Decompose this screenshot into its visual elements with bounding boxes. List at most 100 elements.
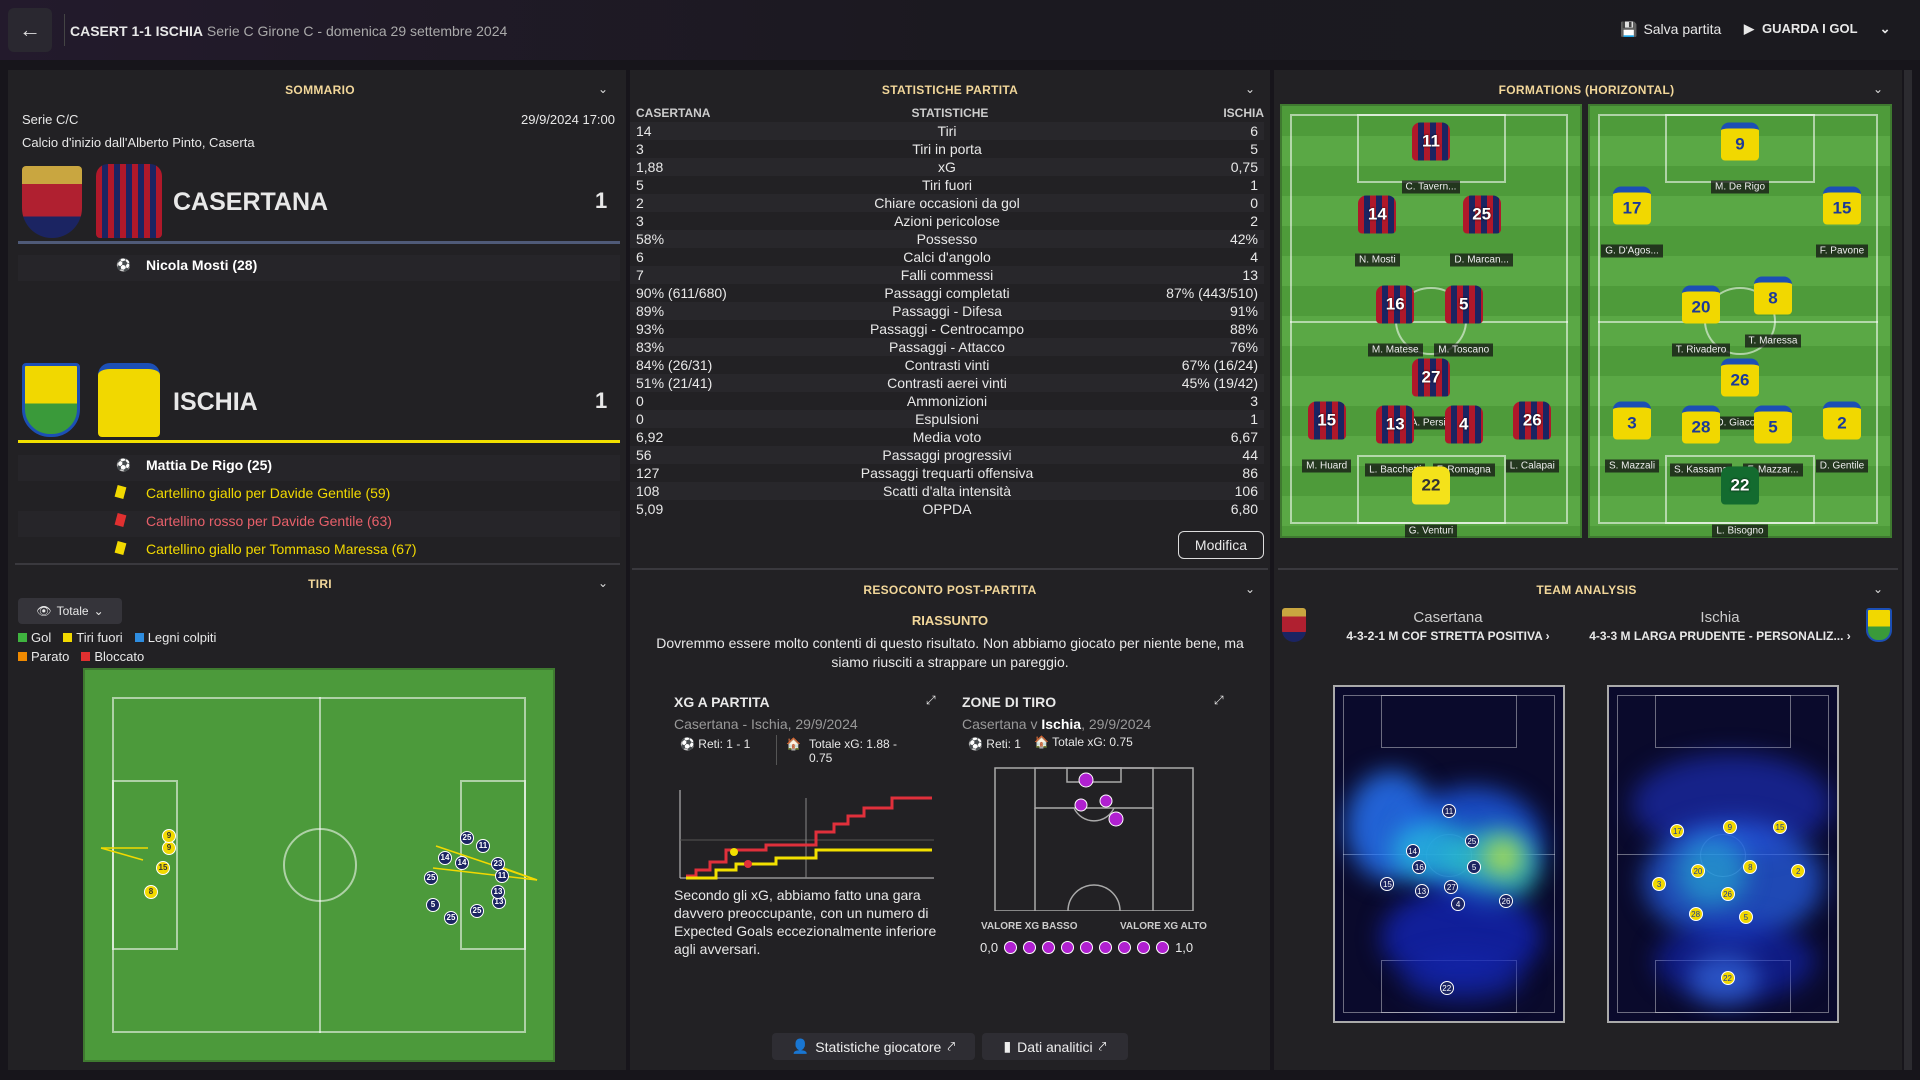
heatmap-player: 13 [1414,883,1429,898]
shot-marker[interactable]: 25 [444,911,458,925]
xg-goals: ⚽ Reti: 1 - 1 [680,737,750,751]
player-away[interactable]: 26 D. Giaco... [1700,358,1780,430]
watch-goals-button[interactable]: ▶ GUARDA I GOL ⌄ [1744,21,1890,37]
event-row: Cartellino giallo per Tommaso Maressa (6… [18,539,620,565]
away-value: 6,67 [1230,429,1258,445]
analysis-collapse-icon[interactable]: ⌄ [1873,582,1884,596]
shot-marker[interactable]: 15 [156,861,170,875]
home-team-name: CASERTANA [173,188,329,216]
legend-item[interactable]: Gol [18,630,51,645]
shot-marker[interactable]: 11 [476,839,490,853]
report-collapse-icon[interactable]: ⌄ [1245,582,1256,596]
shots-collapse-icon[interactable]: ⌄ [598,576,609,590]
casertana-logo [1282,608,1306,642]
shot-marker [1108,811,1124,827]
player-home[interactable]: 14 N. Mosti [1337,195,1417,267]
heatmap-player: 20 [1690,863,1705,878]
away-tactic[interactable]: Ischia 4-3-3 M LARGA PRUDENTE - PERSONALI… [1580,609,1860,643]
stat-row: 1,88 xG 0,75 [630,158,1264,176]
home-value: 1,88 [636,159,664,175]
player-home[interactable]: 5 M. Toscano [1424,285,1504,357]
legend-label: Tiri fuori [76,630,123,645]
player-name: A. Persia [1406,416,1456,430]
shot-marker[interactable]: 11 [495,869,509,883]
shot-marker[interactable]: 9 [162,829,176,843]
external-link-icon: ⤤ [1098,1038,1107,1054]
home-tactic[interactable]: Casertana 4-3-2-1 M COF STRETTA POSITIVA … [1310,609,1586,643]
shot-marker[interactable]: 25 [460,831,474,845]
home-value: 84% (26/31) [636,357,713,373]
stat-row: 0 Ammonizioni 3 [630,392,1264,410]
player-stats-button[interactable]: 👤 Statistiche giocatore ⤤ [772,1033,975,1060]
player-name: D. Marcan... [1450,253,1513,267]
away-value: 67% (16/24) [1181,357,1258,373]
player-home[interactable]: 11 C. Tavern... [1391,122,1471,194]
player-name: F. Pavone [1815,244,1869,258]
player-shirt: 11 [1412,122,1450,161]
legend-item[interactable]: Bloccato [81,649,144,664]
shot-marker[interactable]: 13 [491,885,505,899]
scale-max: 1,0 [1175,940,1194,955]
player-away[interactable]: 2 D. Gentile [1802,401,1882,473]
shot-marker[interactable]: 14 [438,851,452,865]
player-shirt: 20 [1682,285,1720,324]
away-value: 45% (19/42) [1181,375,1258,391]
legend-item[interactable]: Legni colpiti [134,630,216,645]
home-value: 14 [636,123,652,139]
shot-marker[interactable]: 25 [470,904,484,918]
shot-marker[interactable]: 8 [144,885,158,899]
stat-row: 93% Passaggi - Centrocampo 88% [630,320,1264,338]
bar-chart-icon: ▮ [1003,1038,1012,1054]
player-home[interactable]: 27 A. Persia [1391,358,1471,430]
xg-comment: Secondo gli xG, abbiamo fatto una gara d… [674,887,937,957]
player-home[interactable]: 25 D. Marcan... [1442,195,1522,267]
edit-stats-button[interactable]: Modifica [1178,531,1264,559]
expand-icon[interactable]: ⤢ [1214,693,1224,707]
player-name: D. Gentile [1815,459,1869,473]
player-away[interactable]: 8 T. Maressa [1733,276,1813,348]
save-match-button[interactable]: 💾 Salva partita [1620,21,1721,38]
player-shirt: 25 [1462,195,1501,234]
player-home[interactable]: 22 G. Venturi [1391,466,1471,538]
shot-marker[interactable]: 5 [426,898,440,912]
shots-filter-dropdown[interactable]: 👁 Totale ⌄ [18,598,122,624]
player-name: S. Mazzali [1604,459,1660,473]
back-button[interactable]: ← [8,8,52,52]
shot-marker[interactable]: 25 [424,871,438,885]
player-away[interactable]: 3 S. Mazzali [1592,401,1672,473]
player-home[interactable]: 15 M. Huard [1287,401,1367,473]
player-away[interactable]: 22 L. Bisogno [1700,466,1780,538]
player-away[interactable]: 9 M. De Rigo [1700,122,1780,194]
player-home[interactable]: 13 L. Bacchetti [1355,405,1435,477]
legend-item[interactable]: Parato [18,649,69,664]
player-away[interactable]: 15 F. Pavone [1802,186,1882,258]
external-link-icon: ⤤ [947,1038,956,1054]
player-away[interactable]: 17 G. D'Agos... [1592,186,1672,258]
ischia-logo [22,363,80,437]
expand-icon[interactable]: ⤢ [926,693,936,707]
scale-marker [1004,941,1018,954]
legend-item[interactable]: Tiri fuori [63,630,123,645]
player-away[interactable]: 20 T. Rivadero [1661,285,1741,357]
player-away[interactable]: 28 S. Kassama [1661,405,1741,477]
shot-marker[interactable]: 14 [455,856,469,870]
home-value: 83% [636,339,665,355]
stat-row: 89% Passaggi - Difesa 91% [630,302,1264,320]
stat-row: 90% (611/680) Passaggi completati 87% (443… [630,284,1264,302]
stats-collapse-icon[interactable]: ⌄ [1245,82,1256,96]
yellow-card-icon [114,541,127,555]
stat-label: Media voto [912,429,982,445]
stat-label: Azioni pericolose [894,213,1000,229]
player-home[interactable]: 4 F. Romagna [1424,405,1504,477]
player-home[interactable]: 26 L. Calapai [1492,401,1572,473]
summary-collapse-icon[interactable]: ⌄ [598,82,609,96]
formations-collapse-icon[interactable]: ⌄ [1873,82,1884,96]
scrollbar[interactable] [1904,70,1912,1070]
home-value: 56 [636,447,652,463]
shot-marker[interactable]: 9 [162,841,176,855]
player-name: M. Huard [1302,459,1352,473]
analytics-button[interactable]: ▮ Dati analitici ⤤ [982,1033,1128,1060]
pitch-line [1654,695,1792,749]
away-value: 0 [1250,195,1258,211]
player-home[interactable]: 16 M. Matese [1355,285,1435,357]
